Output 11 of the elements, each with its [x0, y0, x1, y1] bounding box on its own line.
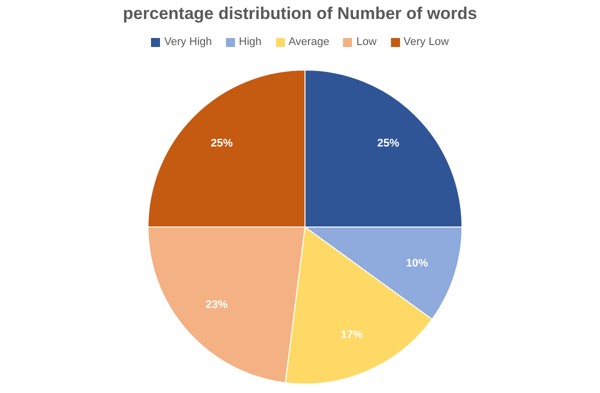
- legend-label: Average: [288, 36, 330, 48]
- data-label: 25%: [377, 138, 400, 150]
- chart-title: percentage distribution of Number of words: [122, 4, 478, 24]
- legend-label: High: [238, 36, 262, 48]
- data-label: 17%: [340, 329, 363, 342]
- legend-label: Very High: [163, 36, 212, 48]
- data-label: 25%: [210, 138, 233, 150]
- legend-label: Very Low: [402, 36, 449, 48]
- data-label: 10%: [406, 257, 428, 270]
- data-label: 23%: [206, 298, 228, 311]
- legend-label: Low: [355, 36, 377, 48]
